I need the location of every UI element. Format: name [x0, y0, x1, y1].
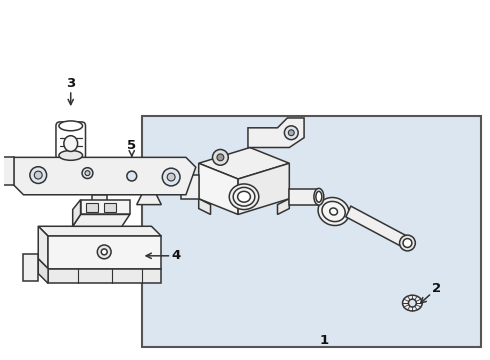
Ellipse shape: [402, 295, 422, 311]
Polygon shape: [73, 200, 80, 226]
Polygon shape: [199, 163, 238, 215]
Bar: [142, 116, 481, 347]
Polygon shape: [38, 259, 48, 283]
Polygon shape: [48, 269, 161, 283]
Circle shape: [101, 249, 107, 255]
Ellipse shape: [330, 208, 338, 215]
Circle shape: [213, 149, 228, 165]
Ellipse shape: [233, 188, 255, 206]
Circle shape: [82, 168, 93, 179]
Circle shape: [167, 173, 175, 181]
Polygon shape: [181, 175, 199, 199]
Polygon shape: [38, 226, 48, 269]
Circle shape: [403, 239, 412, 247]
Polygon shape: [289, 189, 319, 204]
Polygon shape: [199, 148, 289, 179]
Polygon shape: [24, 254, 38, 282]
Circle shape: [30, 167, 47, 184]
Circle shape: [85, 171, 90, 176]
Polygon shape: [38, 226, 161, 236]
Polygon shape: [14, 157, 196, 195]
Polygon shape: [48, 236, 161, 269]
Ellipse shape: [316, 191, 322, 202]
Text: 4: 4: [146, 249, 181, 262]
Circle shape: [284, 126, 298, 140]
Ellipse shape: [314, 188, 324, 205]
Polygon shape: [80, 200, 130, 215]
Text: 3: 3: [66, 77, 75, 105]
Ellipse shape: [318, 198, 349, 225]
Text: 2: 2: [420, 282, 441, 303]
Polygon shape: [199, 199, 211, 215]
Circle shape: [409, 299, 416, 307]
Polygon shape: [277, 199, 289, 215]
Ellipse shape: [238, 191, 250, 202]
Ellipse shape: [59, 121, 82, 131]
Ellipse shape: [229, 184, 259, 210]
Circle shape: [399, 235, 416, 251]
Polygon shape: [346, 206, 410, 248]
Circle shape: [34, 171, 42, 179]
Text: 1: 1: [319, 334, 328, 347]
Circle shape: [162, 168, 180, 186]
Text: 5: 5: [127, 139, 136, 156]
Circle shape: [217, 154, 224, 161]
Bar: [104, 203, 116, 212]
Ellipse shape: [322, 201, 345, 222]
Circle shape: [288, 130, 294, 136]
Circle shape: [98, 245, 111, 259]
FancyBboxPatch shape: [56, 122, 85, 159]
Polygon shape: [0, 157, 14, 185]
Circle shape: [127, 171, 137, 181]
Polygon shape: [137, 195, 161, 204]
Ellipse shape: [64, 136, 77, 152]
Polygon shape: [93, 195, 107, 204]
Polygon shape: [238, 163, 289, 215]
Ellipse shape: [59, 150, 82, 160]
Bar: [86, 203, 98, 212]
Polygon shape: [73, 215, 130, 226]
Polygon shape: [248, 118, 304, 148]
